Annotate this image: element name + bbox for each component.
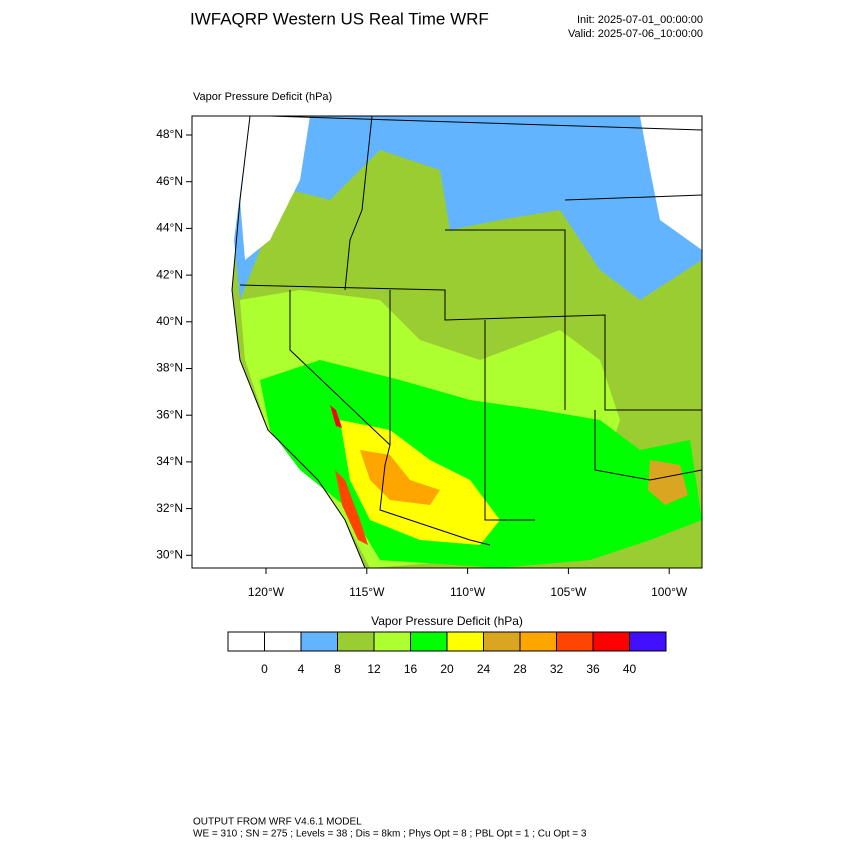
nw-white	[240, 116, 310, 260]
colorbar-box	[629, 631, 667, 652]
colorbar-label: 24	[477, 662, 491, 676]
lat-label: 32°N	[156, 501, 183, 515]
colorbar: 0 4 8 12 16 20 24 28 32 36 40	[227, 631, 667, 676]
map-label: Vapor Pressure Deficit (hPa)	[193, 91, 332, 103]
colorbar-label: 16	[404, 662, 418, 676]
colorbar-box	[446, 631, 484, 652]
lon-label: 115°W	[349, 585, 385, 599]
lat-label: 34°N	[156, 454, 183, 468]
colorbar-label: 12	[367, 662, 381, 676]
hot-valley	[335, 470, 368, 545]
peak-red	[330, 405, 342, 428]
colorbar-box	[227, 631, 265, 652]
lat-label: 30°N	[156, 547, 183, 561]
lat-label: 40°N	[156, 314, 183, 328]
colorbar-label: 32	[550, 662, 564, 676]
colorbar-box	[300, 631, 338, 652]
lat-label: 48°N	[156, 127, 183, 141]
borders	[231, 116, 702, 568]
colorbar-label: 20	[440, 662, 454, 676]
desert-orange	[360, 450, 440, 505]
colorbar-label: 28	[513, 662, 527, 676]
colorbar-label: 8	[334, 662, 341, 676]
map	[191, 115, 703, 569]
lat-label: 42°N	[156, 267, 183, 281]
colorbar-box	[556, 631, 594, 652]
lon-label: 100°W	[651, 585, 688, 599]
colorbar-box	[373, 631, 411, 652]
colorbar-title: Vapor Pressure Deficit (hPa)	[371, 614, 523, 628]
footer-line: OUTPUT FROM WRF V4.6.1 MODEL	[193, 817, 362, 828]
colorbar-label: 40	[623, 662, 637, 676]
colorbar-box	[337, 631, 375, 652]
colorbar-label: 4	[298, 662, 305, 676]
valid-time: Valid: 2025-07-06_10:00:00	[568, 28, 703, 40]
texas-hot	[648, 460, 688, 505]
lat-label: 36°N	[156, 407, 183, 421]
low-deficit-north	[234, 116, 702, 300]
lon-label: 105°W	[550, 585, 587, 599]
lon-label: 120°W	[248, 585, 285, 599]
lat-label: 44°N	[156, 221, 183, 235]
colorbar-box	[483, 631, 521, 652]
colorbar-box	[519, 631, 557, 652]
colorbar-box	[410, 631, 448, 652]
colorbar-label: 0	[261, 662, 268, 676]
lat-label: 46°N	[156, 174, 183, 188]
footer-line: WE = 310 ; SN = 275 ; Levels = 38 ; Dis …	[193, 829, 587, 840]
lat-label: 38°N	[156, 361, 183, 375]
colorbar-box	[592, 631, 630, 652]
map-frame	[191, 115, 703, 569]
colorbar-label: 36	[586, 662, 600, 676]
title: IWFAQRP Western US Real Time WRF	[190, 9, 489, 28]
lon-label: 110°W	[450, 585, 486, 599]
init-time: Init: 2025-07-01_00:00:00	[577, 14, 703, 26]
plains-white	[640, 116, 702, 250]
colorbar-box	[264, 631, 302, 652]
desert-yellow	[340, 420, 500, 545]
